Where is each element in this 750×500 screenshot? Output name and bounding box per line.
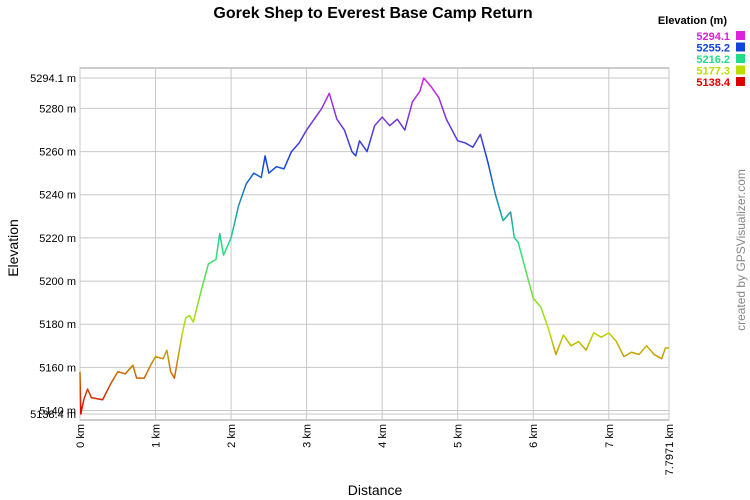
legend-label: 5294.1 bbox=[696, 31, 730, 43]
x-tick-label: 3 km bbox=[302, 424, 314, 448]
y-tick-label: 5294.1 m bbox=[30, 73, 76, 85]
y-tick-label: 5280 m bbox=[39, 103, 76, 115]
x-tick-label: 7 km bbox=[604, 424, 616, 448]
x-tick-label: 1 km bbox=[151, 424, 163, 448]
legend-swatch bbox=[736, 54, 745, 63]
y-tick-label: 5220 m bbox=[39, 233, 76, 245]
y-tick-label: 5200 m bbox=[39, 276, 76, 288]
x-tick-label: 4 km bbox=[377, 424, 389, 448]
x-tick-label: 7.7971 km bbox=[664, 424, 676, 475]
watermark: created by GPSVisualizer.com bbox=[734, 169, 748, 331]
chart-title: Gorek Shep to Everest Base Camp Return bbox=[213, 5, 532, 22]
y-axis-title: Elevation bbox=[5, 219, 21, 277]
legend-swatch bbox=[736, 42, 745, 52]
y-tick-label: 5240 m bbox=[39, 190, 76, 202]
x-tick-label: 0 km bbox=[75, 424, 87, 448]
y-tick-label: 5140 m bbox=[39, 406, 76, 418]
legend-label: 5216.2 bbox=[696, 54, 730, 66]
legend-title: Elevation (m) bbox=[658, 15, 727, 27]
legend-swatch bbox=[736, 31, 745, 40]
legend-swatch bbox=[736, 77, 745, 86]
x-tick-label: 2 km bbox=[226, 424, 238, 448]
elevation-line bbox=[79, 77, 669, 415]
y-tick-label: 5180 m bbox=[39, 319, 76, 331]
x-tick-label: 5 km bbox=[453, 424, 465, 448]
x-tick-label: 6 km bbox=[528, 424, 540, 448]
legend-swatch bbox=[736, 65, 745, 75]
x-axis-title: Distance bbox=[348, 482, 403, 498]
y-tick-label: 5138.4 m bbox=[30, 409, 76, 421]
legend-label: 5255.2 bbox=[696, 43, 730, 55]
y-tick-label: 5260 m bbox=[39, 147, 76, 159]
legend-label: 5138.4 bbox=[696, 77, 731, 89]
y-tick-label: 5160 m bbox=[39, 362, 76, 374]
legend-label: 5177.3 bbox=[696, 66, 730, 78]
